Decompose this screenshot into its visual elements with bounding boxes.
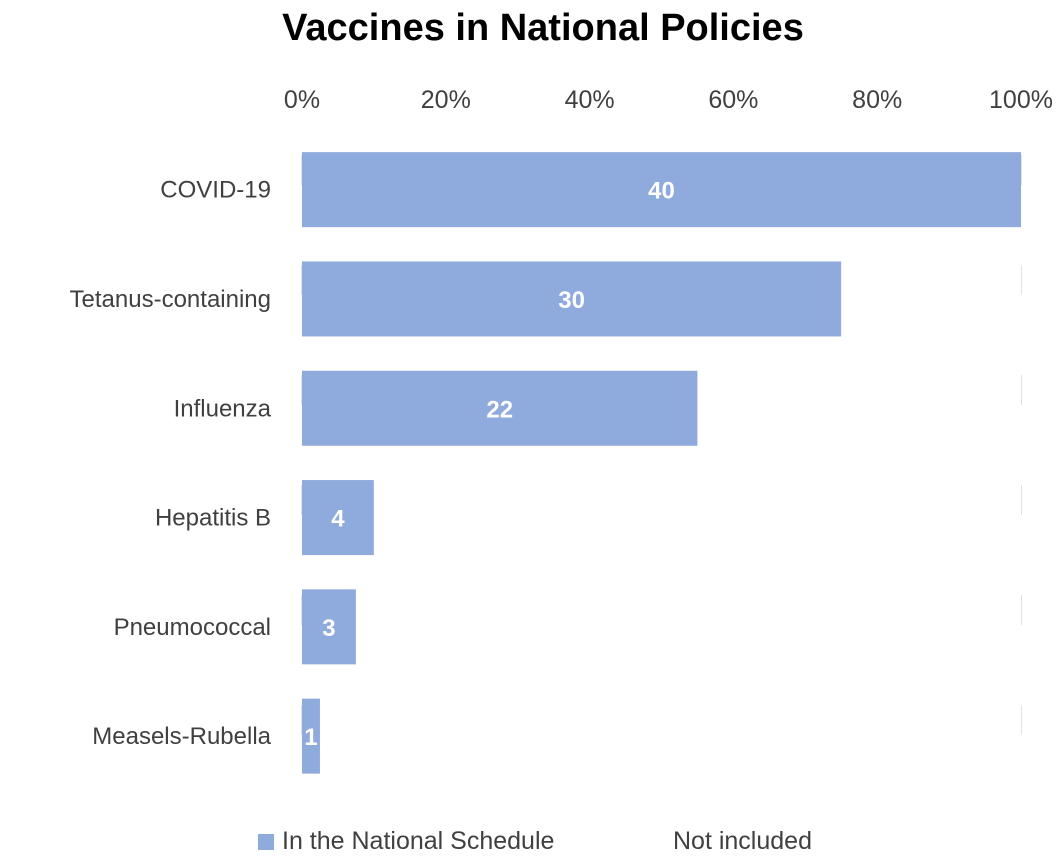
category-label: Influenza: [174, 395, 272, 422]
x-tick-label: 20%: [421, 86, 471, 114]
category-label: COVID-19: [160, 177, 271, 204]
bar-in-schedule: [302, 480, 374, 556]
legend-label-not-included: Not included: [673, 827, 812, 855]
bar-in-schedule: [302, 370, 698, 446]
data-label: 40: [648, 178, 675, 205]
legend-swatch-not-included: [648, 834, 664, 850]
x-tick-label: 100%: [989, 86, 1053, 114]
bar-not-included: [697, 370, 1021, 446]
bar-not-included: [841, 261, 1021, 337]
data-label: 30: [558, 287, 585, 314]
bar-not-included: [319, 698, 1022, 774]
bar-not-included: [355, 589, 1021, 665]
data-label: 4: [331, 506, 345, 533]
x-tick-label: 60%: [708, 86, 758, 114]
bar-in-schedule: [302, 152, 1021, 228]
data-label: 3: [322, 615, 335, 642]
category-label: Tetanus-containing: [70, 286, 271, 313]
bar-in-schedule: [302, 589, 356, 665]
legend-label-in-schedule: In the National Schedule: [282, 827, 554, 855]
bar-in-schedule: [302, 261, 842, 337]
bar-not-included: [373, 480, 1021, 556]
legend: In the National Schedule Not included: [258, 827, 812, 855]
category-labels: COVID-19 Tetanus-containing Influenza Hepat…: [70, 177, 272, 751]
category-label: Pneumococcal: [114, 614, 271, 641]
gridlines: [301, 135, 1022, 791]
data-label: 1: [304, 724, 317, 751]
category-label: Hepatitis B: [155, 505, 271, 532]
x-tick-label: 80%: [852, 86, 902, 114]
chart-title: Vaccines in National Policies: [282, 7, 804, 49]
x-tick-label: 0%: [284, 86, 320, 114]
data-label: 22: [486, 396, 513, 423]
legend-swatch-in-schedule: [258, 834, 274, 850]
bar-in-schedule: [302, 698, 320, 774]
category-label: Measels-Rubella: [92, 723, 271, 750]
x-axis-ticks: 0% 20% 40% 60% 80% 100%: [284, 86, 1053, 114]
x-tick-label: 40%: [565, 86, 615, 114]
bars: 40 30 22 4 3 1: [302, 152, 1022, 774]
